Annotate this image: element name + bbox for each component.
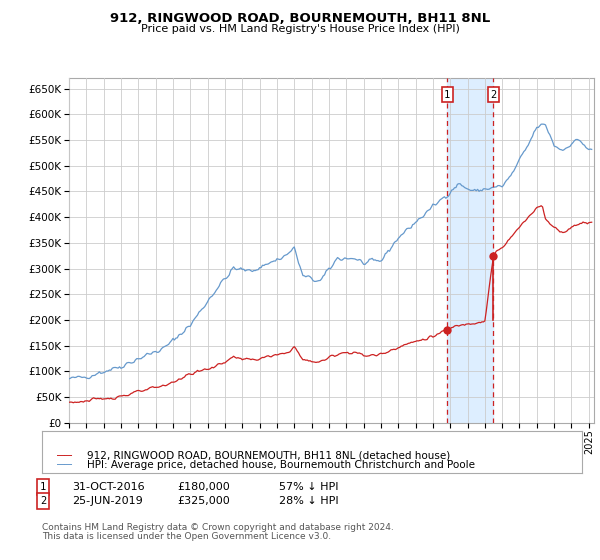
Text: 57% ↓ HPI: 57% ↓ HPI	[279, 482, 338, 492]
Text: 28% ↓ HPI: 28% ↓ HPI	[279, 496, 338, 506]
Text: £180,000: £180,000	[177, 482, 230, 492]
Text: This data is licensed under the Open Government Licence v3.0.: This data is licensed under the Open Gov…	[42, 532, 331, 541]
Text: 912, RINGWOOD ROAD, BOURNEMOUTH, BH11 8NL (detached house): 912, RINGWOOD ROAD, BOURNEMOUTH, BH11 8N…	[87, 450, 450, 460]
Text: Contains HM Land Registry data © Crown copyright and database right 2024.: Contains HM Land Registry data © Crown c…	[42, 523, 394, 532]
Text: ——: ——	[57, 449, 72, 462]
Text: £325,000: £325,000	[177, 496, 230, 506]
Text: 912, RINGWOOD ROAD, BOURNEMOUTH, BH11 8NL: 912, RINGWOOD ROAD, BOURNEMOUTH, BH11 8N…	[110, 12, 490, 25]
Text: 31-OCT-2016: 31-OCT-2016	[72, 482, 145, 492]
Text: 2: 2	[40, 496, 46, 506]
Text: 2: 2	[490, 90, 496, 100]
Text: Price paid vs. HM Land Registry's House Price Index (HPI): Price paid vs. HM Land Registry's House …	[140, 24, 460, 34]
Text: 1: 1	[444, 90, 451, 100]
Bar	[447, 78, 493, 423]
Text: HPI: Average price, detached house, Bournemouth Christchurch and Poole: HPI: Average price, detached house, Bour…	[87, 460, 475, 470]
Text: 1: 1	[40, 482, 46, 492]
Text: 25-JUN-2019: 25-JUN-2019	[72, 496, 143, 506]
Text: ——: ——	[57, 458, 72, 472]
